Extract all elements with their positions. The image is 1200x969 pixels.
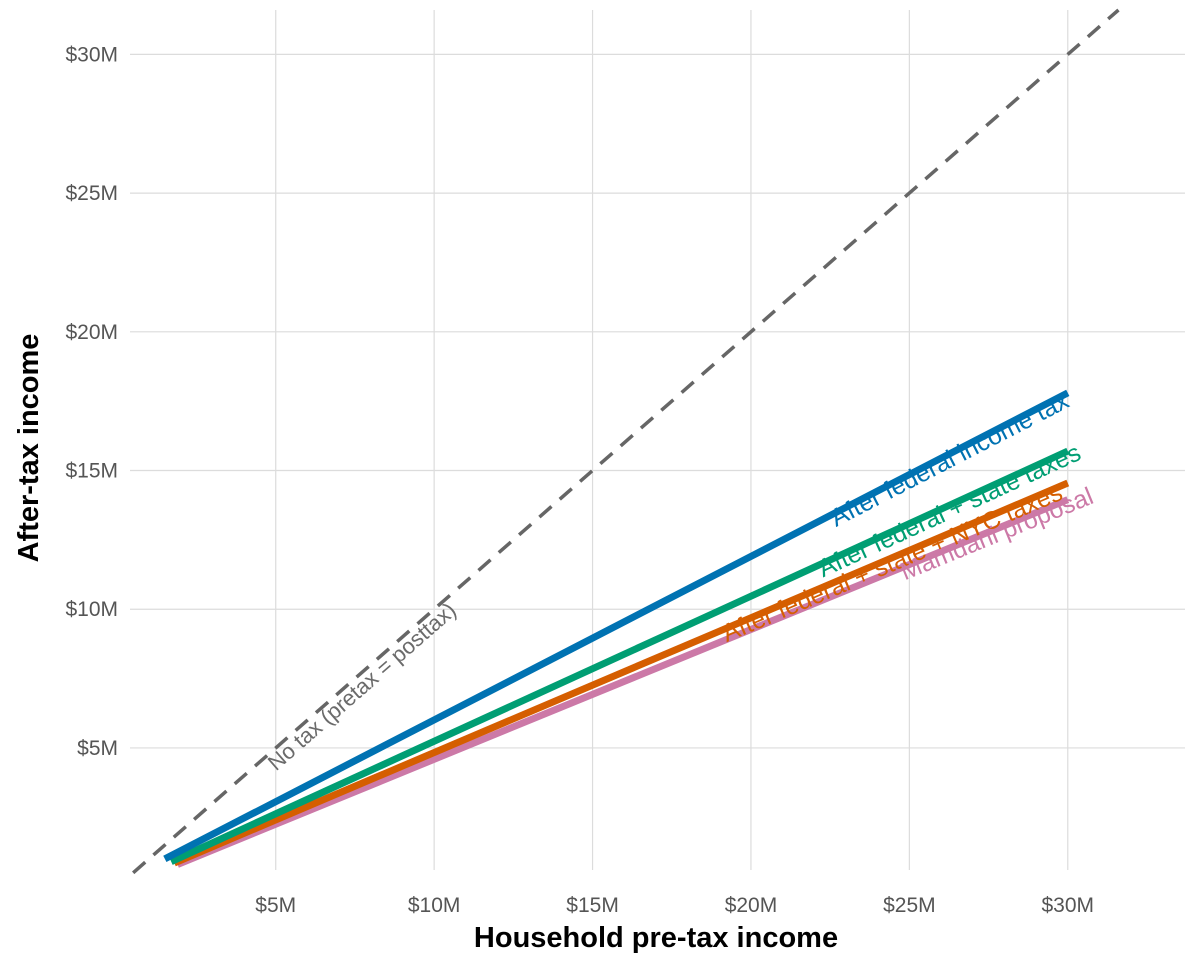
x-tick-label-1: $10M xyxy=(408,894,461,917)
y-tick-label-4: $25M xyxy=(65,182,118,205)
x-tick-label-2: $15M xyxy=(566,894,619,917)
x-axis-title: Household pre-tax income xyxy=(474,922,838,954)
grid xyxy=(130,10,1185,870)
series-line-2 xyxy=(172,479,1070,867)
y-axis-ticks: $5M $10M $15M $20M $25M $30M xyxy=(65,43,118,760)
x-tick-label-4: $25M xyxy=(883,894,936,917)
y-tick-label-1: $10M xyxy=(65,598,118,621)
y-tick-label-2: $15M xyxy=(65,460,118,483)
series-line-3 xyxy=(176,496,1070,868)
x-tick-label-0: $5M xyxy=(255,894,296,917)
y-axis-title: After-tax income xyxy=(13,334,45,563)
y-tick-label-3: $20M xyxy=(65,321,118,344)
x-axis-ticks: $5M $10M $15M $20M $25M $30M xyxy=(255,894,1094,917)
series-group xyxy=(163,389,1070,868)
reference-line xyxy=(132,8,1120,875)
series-line-1 xyxy=(169,447,1070,865)
y-tick-label-5: $30M xyxy=(65,43,118,66)
x-tick-label-3: $20M xyxy=(725,894,778,917)
x-tick-label-5: $30M xyxy=(1042,894,1095,917)
y-tick-label-0: $5M xyxy=(77,737,118,760)
series-line-0 xyxy=(163,389,1070,863)
